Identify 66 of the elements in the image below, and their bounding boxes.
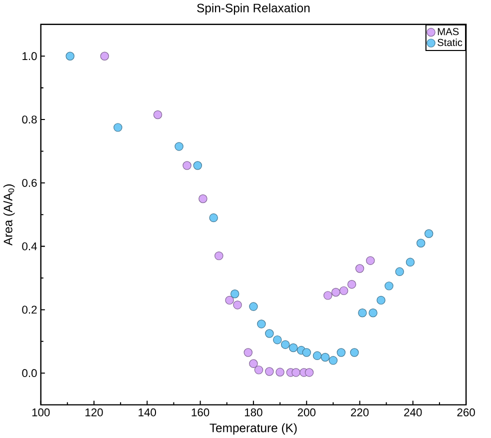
- point: [302, 348, 311, 357]
- x-tick-label: 160: [192, 408, 210, 416]
- x-tick-label: 220: [350, 408, 369, 416]
- y-tick-label: 0.8: [22, 116, 37, 124]
- point: [304, 368, 314, 377]
- point: [384, 282, 394, 290]
- point: [336, 348, 346, 357]
- point: [244, 348, 252, 357]
- point: [320, 352, 330, 362]
- point: [328, 356, 338, 365]
- x-tick-label: 100: [32, 408, 50, 416]
- point: [347, 280, 356, 289]
- point: [214, 251, 224, 260]
- point: [366, 256, 375, 265]
- legend-label: Static: [438, 38, 462, 46]
- point: [331, 288, 340, 297]
- point: [395, 267, 404, 276]
- point: [198, 194, 208, 204]
- x-axis-title: Temperature (K): [210, 423, 297, 435]
- point: [182, 161, 192, 170]
- point: [273, 335, 282, 344]
- point: [153, 110, 162, 120]
- point: [233, 300, 242, 310]
- point: [424, 229, 434, 238]
- point: [114, 123, 122, 132]
- point: [368, 308, 378, 318]
- y-axis-title: Area (A/A$_{0}$): [3, 184, 15, 246]
- point: [292, 368, 300, 377]
- point: [416, 238, 426, 248]
- x-tick-label: 260: [457, 408, 475, 416]
- y-tick-label: 0.6: [22, 178, 37, 187]
- point: [66, 52, 74, 60]
- x-tick-label: 240: [404, 408, 422, 416]
- point: [257, 320, 266, 328]
- point: [209, 213, 218, 222]
- point: [249, 359, 258, 368]
- point: [249, 302, 258, 311]
- y-tick-label: 0.2: [22, 306, 37, 314]
- point: [324, 291, 332, 300]
- legend-label: MAS: [438, 28, 459, 36]
- chart-title: Spin-Spin Relaxation: [197, 3, 310, 15]
- point: [100, 52, 109, 60]
- point: [376, 296, 386, 305]
- point: [230, 289, 240, 298]
- y-tick-label: 1.0: [22, 52, 37, 60]
- point: [339, 286, 348, 296]
- point: [406, 258, 415, 267]
- y-tick-label: 0.4: [22, 242, 37, 250]
- x-tick-label: 200: [298, 408, 316, 416]
- point: [225, 296, 234, 305]
- point: [288, 343, 298, 352]
- point: [350, 348, 359, 357]
- point: [358, 308, 367, 318]
- point: [265, 329, 274, 338]
- point: [193, 161, 202, 170]
- x-tick-label: 140: [138, 408, 156, 416]
- point: [265, 367, 274, 376]
- point: [355, 264, 364, 273]
- point: [174, 142, 184, 151]
- point: [276, 368, 284, 377]
- point: [280, 340, 290, 349]
- y-tick-label: 0.0: [22, 369, 37, 378]
- point: [254, 366, 264, 374]
- x-tick-label: 180: [244, 408, 262, 416]
- point: [312, 351, 322, 360]
- x-tick-label: 120: [86, 408, 103, 416]
